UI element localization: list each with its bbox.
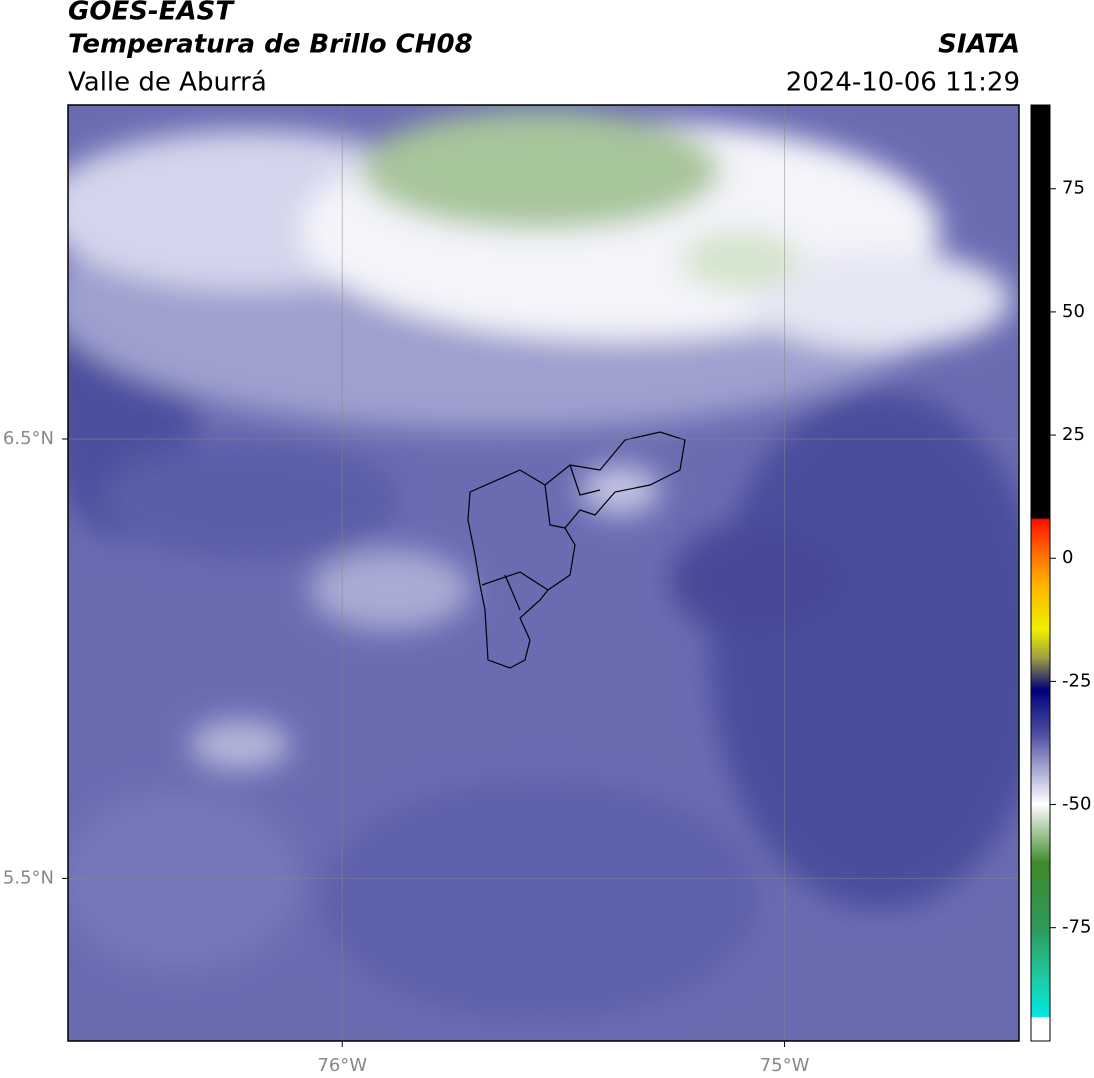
colorbar-tick-label: -50 [1062, 794, 1091, 815]
lon-tick-label: 75°W [760, 1055, 810, 1076]
datetime: 2024-10-06 11:29 [786, 68, 1020, 98]
subtitle: Temperatura de Brillo CH08 [68, 30, 473, 60]
colorbar-tick-label: -25 [1062, 670, 1091, 691]
colorbar-tick-label: -75 [1062, 917, 1091, 938]
municipality-borders [467, 431, 686, 669]
lat-tick-label: 6.5°N [3, 428, 54, 449]
satellite-image [68, 105, 1019, 1041]
map-frame [67, 104, 1020, 1042]
source: SIATA [938, 30, 1020, 60]
colorbar [1030, 104, 1051, 1042]
title: GOES-EAST [68, 0, 235, 27]
graticule [62, 105, 1019, 1047]
lat-tick-label: 5.5°N [3, 867, 54, 888]
colorbar-tick-label: 75 [1062, 178, 1085, 199]
lon-tick-label: 76°W [317, 1055, 367, 1076]
region: Valle de Aburrá [68, 68, 267, 98]
colorbar-tick-label: 50 [1062, 301, 1085, 322]
colorbar-tick-label: 25 [1062, 424, 1085, 445]
colorbar-tick-label: 0 [1062, 547, 1073, 568]
